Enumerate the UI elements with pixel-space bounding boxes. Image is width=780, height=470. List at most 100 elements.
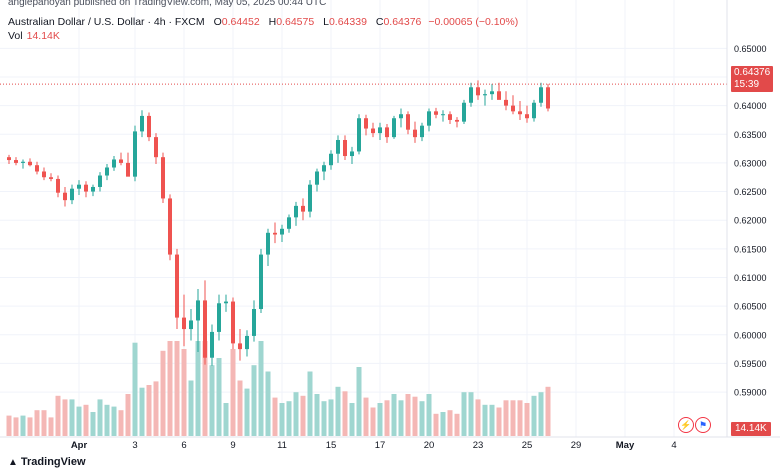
volume-bar [27, 417, 33, 436]
symbol-legend[interactable]: Australian Dollar / U.S. Dollar · 4h · F… [8, 16, 518, 28]
brand-name: TradingView [20, 456, 86, 468]
low-value: 0.64339 [328, 16, 367, 28]
candle-body [224, 301, 228, 304]
candle-body [511, 105, 515, 112]
candle-body [483, 94, 487, 96]
candle-body [126, 162, 130, 177]
volume-bar [419, 401, 425, 436]
candle-body [210, 331, 214, 358]
candle-body [434, 111, 438, 115]
volume-bar [97, 399, 103, 436]
volume-bar [146, 385, 152, 436]
volume-bar [139, 387, 145, 436]
close-value: 0.64376 [383, 16, 422, 28]
volume-bar [209, 365, 215, 436]
change-value: −0.00065 (−0.10%) [428, 16, 519, 28]
price-tick-label: 0.62000 [734, 216, 767, 226]
candle-body [203, 300, 207, 358]
candle-body [77, 184, 81, 189]
candle-body [441, 114, 445, 116]
candle-body [161, 157, 165, 199]
volume-bar [475, 399, 481, 436]
us-flag-icon[interactable]: ⚑ [695, 417, 711, 433]
time-tick-label: 4 [671, 440, 676, 451]
candle-body [91, 186, 95, 192]
candle-body [168, 198, 172, 255]
candle-body [539, 87, 543, 103]
volume-legend[interactable]: Vol 14.14K [8, 30, 60, 42]
candle-body [112, 159, 116, 168]
volume-bar [13, 417, 19, 436]
volume-bar [300, 395, 306, 436]
volume-bar [503, 400, 509, 436]
price-tick-label: 0.63000 [734, 158, 767, 168]
volume-bar [314, 394, 320, 436]
time-tick-label: 11 [277, 440, 287, 451]
candle-body [196, 300, 200, 321]
candle-body [315, 171, 319, 185]
price-axis[interactable]: 0.650000.645000.640000.635000.630000.625… [726, 0, 767, 437]
bar-countdown: 15:39 [734, 79, 760, 90]
volume-bar [489, 404, 495, 436]
candle-body [329, 153, 333, 166]
candle-body [497, 91, 501, 100]
price-tick-label: 0.60500 [734, 302, 767, 312]
volume-bar [90, 412, 96, 436]
volume-value: 14.14K [26, 30, 60, 42]
low-label: L [323, 16, 329, 28]
volume-bar [223, 403, 229, 436]
candle-body [252, 309, 256, 336]
volume-bar [251, 365, 257, 436]
price-tick-label: 0.59000 [734, 388, 767, 398]
candle-body [259, 254, 263, 310]
candle-body [154, 137, 158, 158]
volume-bar [328, 399, 334, 436]
chart-grid [0, 0, 727, 437]
volume-bar [426, 394, 432, 436]
price-tick-label: 0.63500 [734, 130, 767, 140]
price-tick-label: 0.62500 [734, 187, 767, 197]
candle-body [301, 205, 305, 212]
volume-bar [363, 397, 369, 436]
candle-body [504, 99, 508, 106]
volume-bar [174, 341, 180, 436]
time-tick-label: 25 [522, 440, 533, 451]
candle-body [280, 228, 284, 235]
volume-bar [62, 399, 68, 436]
volume-bar [83, 404, 89, 436]
volume-bar [384, 400, 390, 436]
volume-bar [440, 412, 446, 436]
tradingview-logo[interactable]: ▲ TradingView [8, 456, 86, 468]
price-tick-label: 0.64000 [734, 101, 767, 111]
volume-bar [69, 399, 75, 436]
candle-body [266, 232, 270, 255]
time-tick-label: 20 [424, 440, 435, 451]
candle-body [273, 232, 277, 235]
candle-body [182, 317, 186, 330]
candle-body [371, 128, 375, 134]
time-tick-label: 6 [181, 440, 186, 451]
volume-bar [356, 367, 362, 436]
volume-bar [510, 400, 516, 436]
last-price-tag: 0.64376 15:39 [731, 66, 774, 92]
price-tick-label: 0.65000 [734, 44, 767, 54]
lightning-icon[interactable]: ⚡ [678, 417, 694, 433]
open-label: O [213, 16, 222, 28]
high-value: 0.64575 [276, 16, 315, 28]
volume-bar [496, 407, 502, 436]
candle-body [546, 87, 550, 109]
candle-body [336, 139, 340, 154]
volume-bar [454, 413, 460, 436]
volume-bar [118, 410, 124, 436]
volume-bar [195, 341, 201, 436]
volume-bar [524, 403, 530, 436]
candle-body [35, 165, 39, 172]
volume-bar [181, 349, 187, 436]
time-axis[interactable]: Apr 3 6 9 11 15 17 20 23 25 29 May 4 [0, 436, 780, 451]
volume-bar [237, 380, 243, 436]
price-tick-label: 0.61500 [734, 244, 767, 254]
candle-body [175, 254, 179, 318]
volume-bar [377, 403, 383, 436]
candle-body [231, 301, 235, 344]
